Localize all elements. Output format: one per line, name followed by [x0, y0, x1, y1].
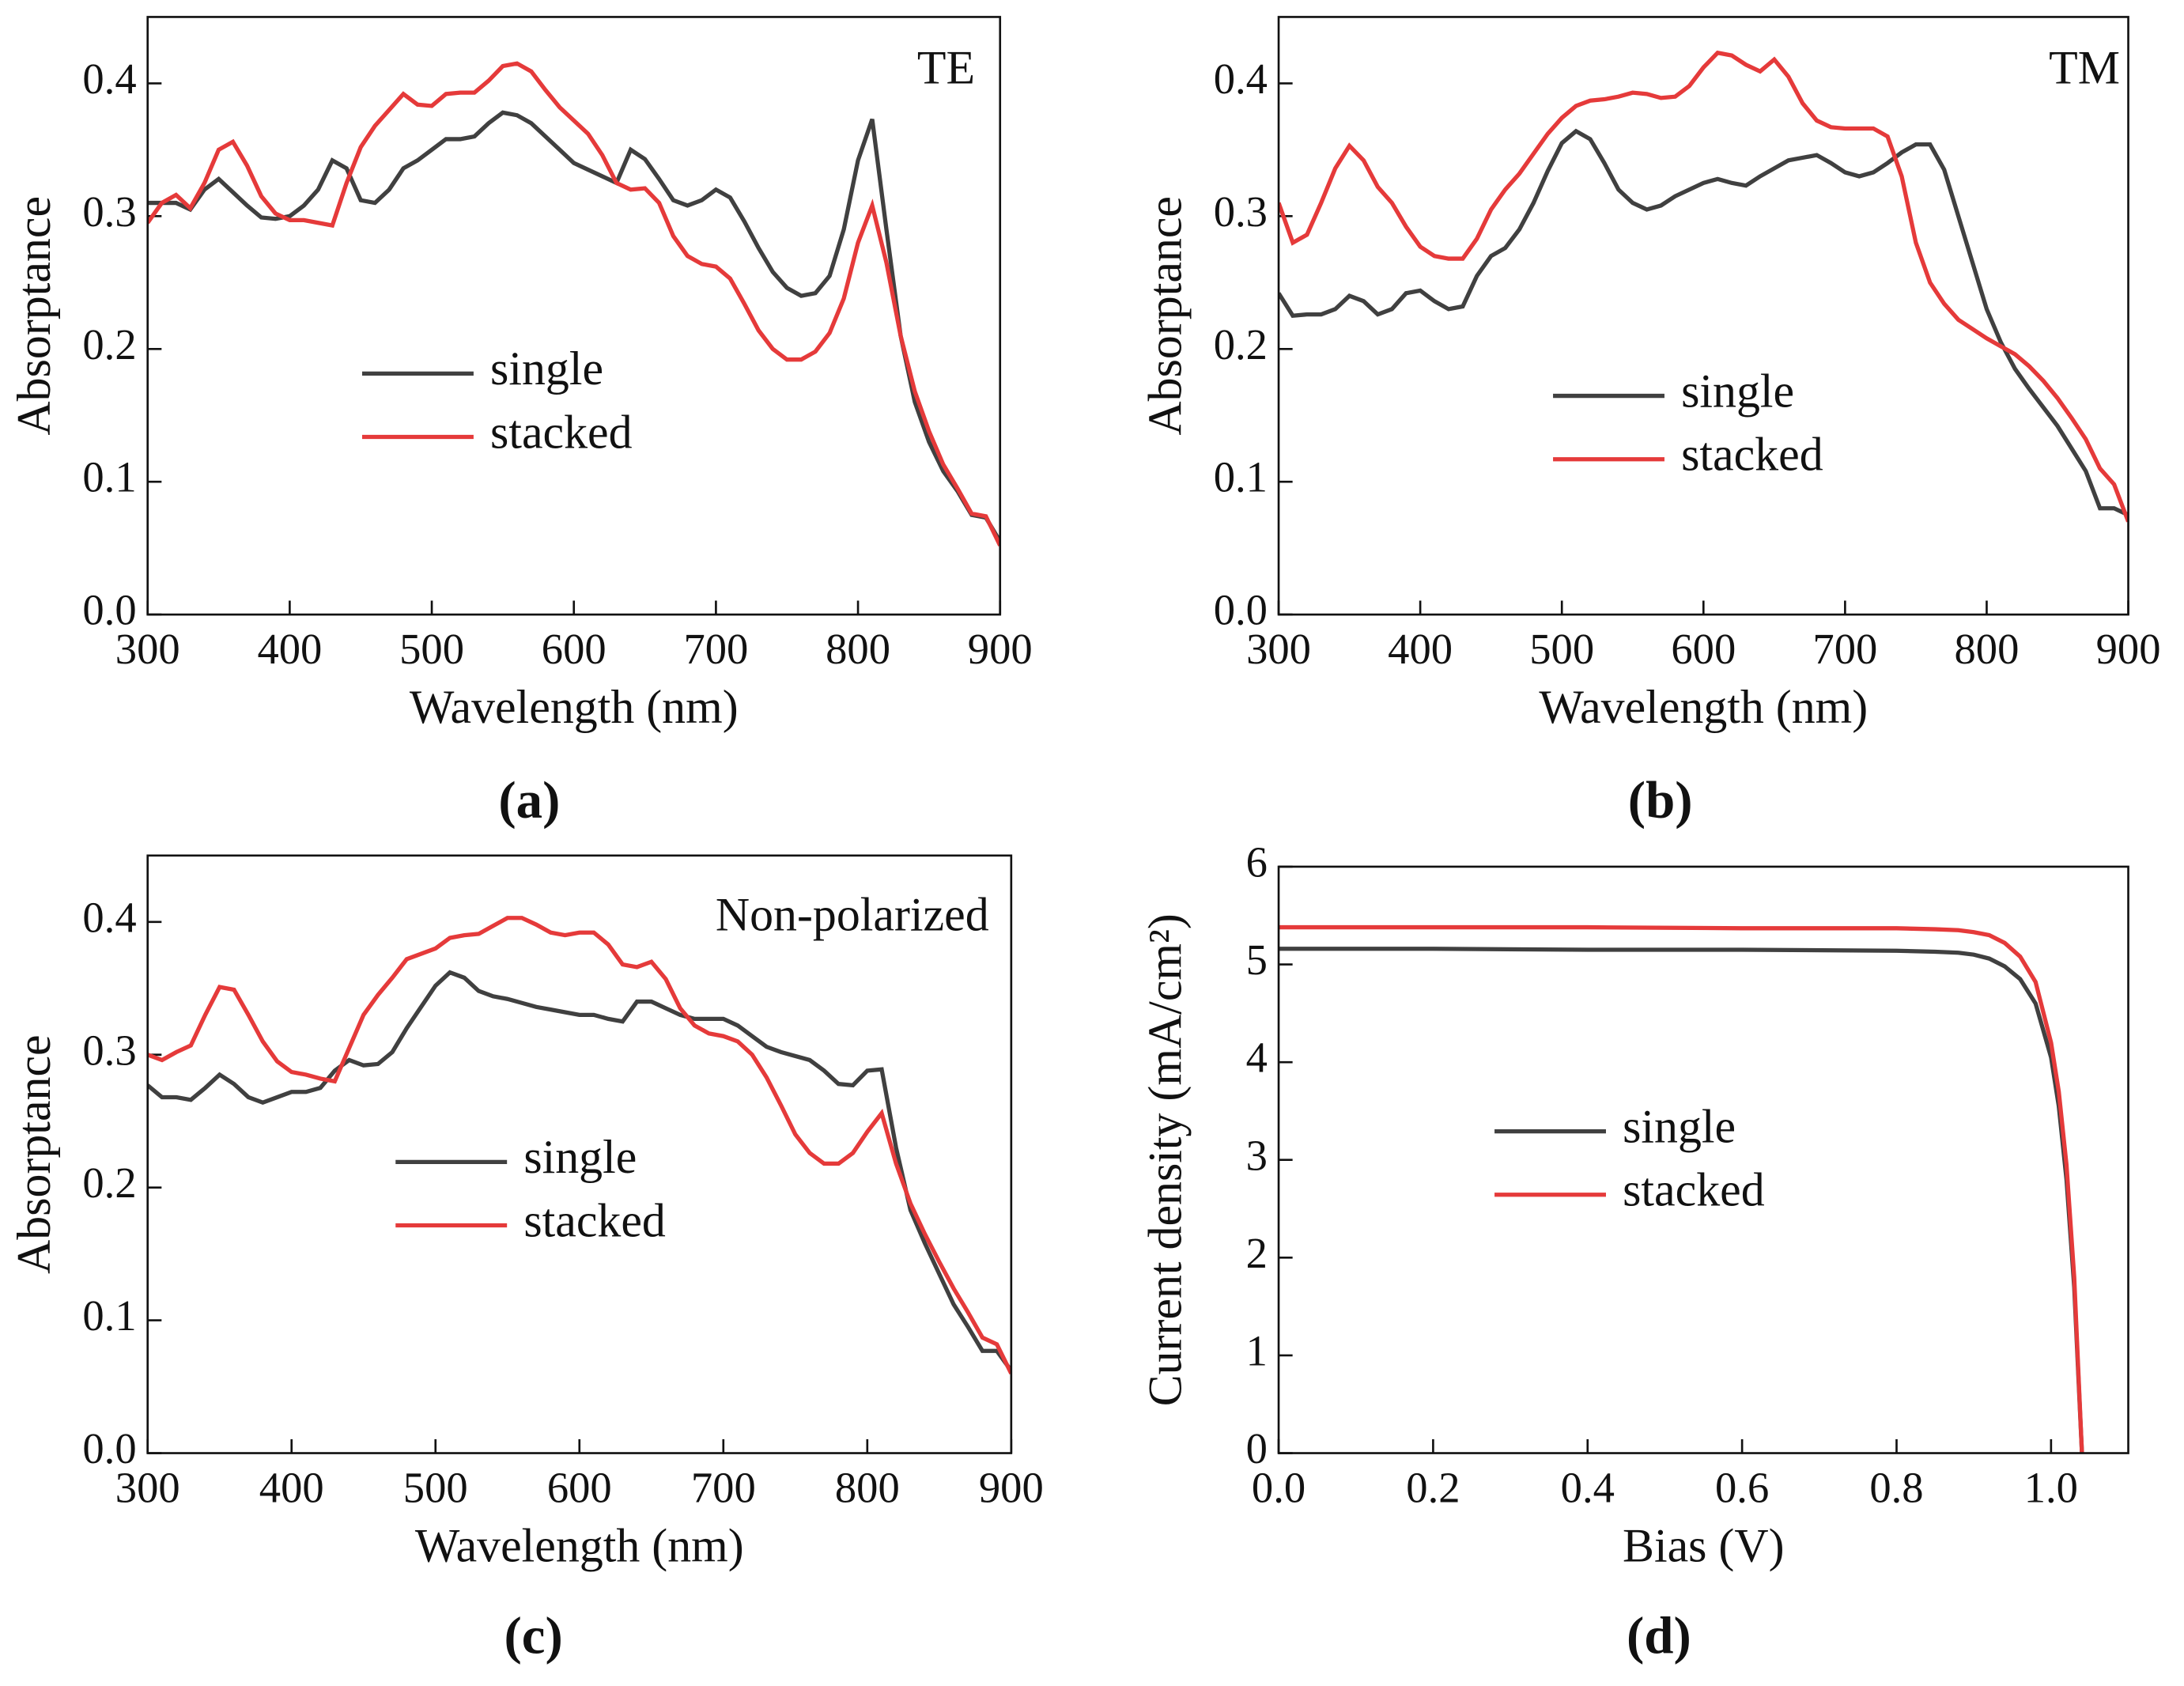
x-tick-label: 600 — [542, 625, 606, 673]
x-tick-label: 700 — [1812, 625, 1877, 673]
x-tick-label: 900 — [979, 1463, 1044, 1511]
legend-label: stacked — [1623, 1164, 1765, 1216]
y-tick-label: 3 — [1246, 1131, 1268, 1179]
y-tick-label: 0.4 — [82, 893, 136, 941]
y-axis-label: Current density (mA/cm²) — [1139, 913, 1191, 1406]
x-tick-label: 900 — [968, 625, 1033, 673]
x-tick-label: 600 — [1671, 625, 1736, 673]
legend-label: single — [1623, 1100, 1736, 1152]
y-tick-label: 0.4 — [82, 55, 136, 103]
plot-frame — [1277, 16, 2129, 616]
series-line — [147, 970, 1011, 1372]
series-line — [1279, 50, 2129, 523]
x-tick-label: 300 — [1246, 625, 1311, 673]
x-axis-label: Wavelength (nm) — [410, 681, 739, 733]
y-tick-label: 0.2 — [1214, 320, 1268, 369]
x-tick-label: 700 — [691, 1463, 756, 1511]
y-tick-label: 0.3 — [82, 1026, 136, 1074]
y-tick-label: 0.0 — [1214, 586, 1268, 634]
x-tick-label: 800 — [826, 625, 890, 673]
x-tick-label: 600 — [547, 1463, 612, 1511]
series-line — [147, 61, 1000, 546]
series-line — [1279, 128, 2129, 517]
y-tick-label: 4 — [1246, 1034, 1268, 1082]
panel-label: (c) — [504, 1607, 563, 1665]
y-axis-label: Absorptance — [8, 196, 60, 436]
series-line — [147, 916, 1011, 1374]
y-tick-label: 0 — [1246, 1424, 1268, 1472]
x-axis-label: Wavelength (nm) — [1539, 681, 1868, 733]
legend-label: single — [1681, 365, 1794, 417]
x-axis-label: Wavelength (nm) — [415, 1520, 744, 1572]
y-axis-label: Absorptance — [8, 1034, 60, 1274]
x-tick-label: 1.0 — [2024, 1463, 2078, 1511]
annotation: Non-polarized — [716, 889, 989, 941]
legend-label: stacked — [1681, 428, 1823, 480]
x-tick-label: 700 — [683, 625, 748, 673]
legend-label: stacked — [490, 406, 633, 458]
legend-label: single — [523, 1131, 637, 1183]
x-axis-label: Bias (V) — [1623, 1520, 1785, 1572]
plot-frame — [1277, 865, 2129, 1454]
y-tick-label: 5 — [1246, 936, 1268, 984]
y-tick-label: 0.2 — [82, 1159, 136, 1207]
annotation: TM — [2049, 42, 2120, 94]
x-tick-label: 0.4 — [1561, 1463, 1615, 1511]
y-tick-label: 6 — [1246, 837, 1268, 886]
legend-label: single — [490, 342, 603, 395]
x-tick-label: 800 — [835, 1463, 900, 1511]
y-tick-label: 0.2 — [82, 320, 136, 369]
x-tick-label: 400 — [1388, 625, 1453, 673]
x-tick-label: 800 — [1955, 625, 2020, 673]
x-tick-label: 0.6 — [1715, 1463, 1769, 1511]
legend-label: stacked — [523, 1194, 666, 1246]
y-tick-label: 0.3 — [1214, 187, 1268, 236]
x-tick-label: 0.0 — [1252, 1463, 1305, 1511]
series-line — [1279, 924, 2084, 1454]
plot-frame — [146, 854, 1013, 1454]
y-tick-label: 0.3 — [82, 187, 136, 236]
panel-label: (a) — [498, 771, 560, 830]
y-tick-label: 1 — [1246, 1326, 1268, 1374]
y-axis-label: Absorptance — [1139, 196, 1191, 436]
x-tick-label: 400 — [257, 625, 322, 673]
x-tick-label: 0.2 — [1406, 1463, 1460, 1511]
y-tick-label: 0.4 — [1214, 55, 1268, 103]
x-tick-label: 500 — [403, 1463, 468, 1511]
y-tick-label: 0.0 — [82, 1424, 136, 1472]
x-tick-label: 0.8 — [1869, 1463, 1923, 1511]
x-tick-label: 300 — [115, 625, 180, 673]
panel-label: (d) — [1627, 1607, 1691, 1665]
annotation: TE — [917, 42, 975, 94]
y-tick-label: 0.1 — [82, 1291, 136, 1340]
panel-label: (b) — [1628, 771, 1693, 830]
x-tick-label: 500 — [1529, 625, 1594, 673]
y-tick-label: 2 — [1246, 1229, 1268, 1277]
x-tick-label: 900 — [2096, 625, 2161, 673]
x-tick-label: 300 — [115, 1463, 180, 1511]
y-tick-label: 0.0 — [82, 586, 136, 634]
y-tick-label: 0.1 — [1214, 453, 1268, 501]
x-tick-label: 400 — [259, 1463, 324, 1511]
y-tick-label: 0.1 — [82, 453, 136, 501]
x-tick-label: 500 — [399, 625, 464, 673]
plot-frame — [146, 16, 1002, 616]
series-line — [147, 110, 1000, 543]
